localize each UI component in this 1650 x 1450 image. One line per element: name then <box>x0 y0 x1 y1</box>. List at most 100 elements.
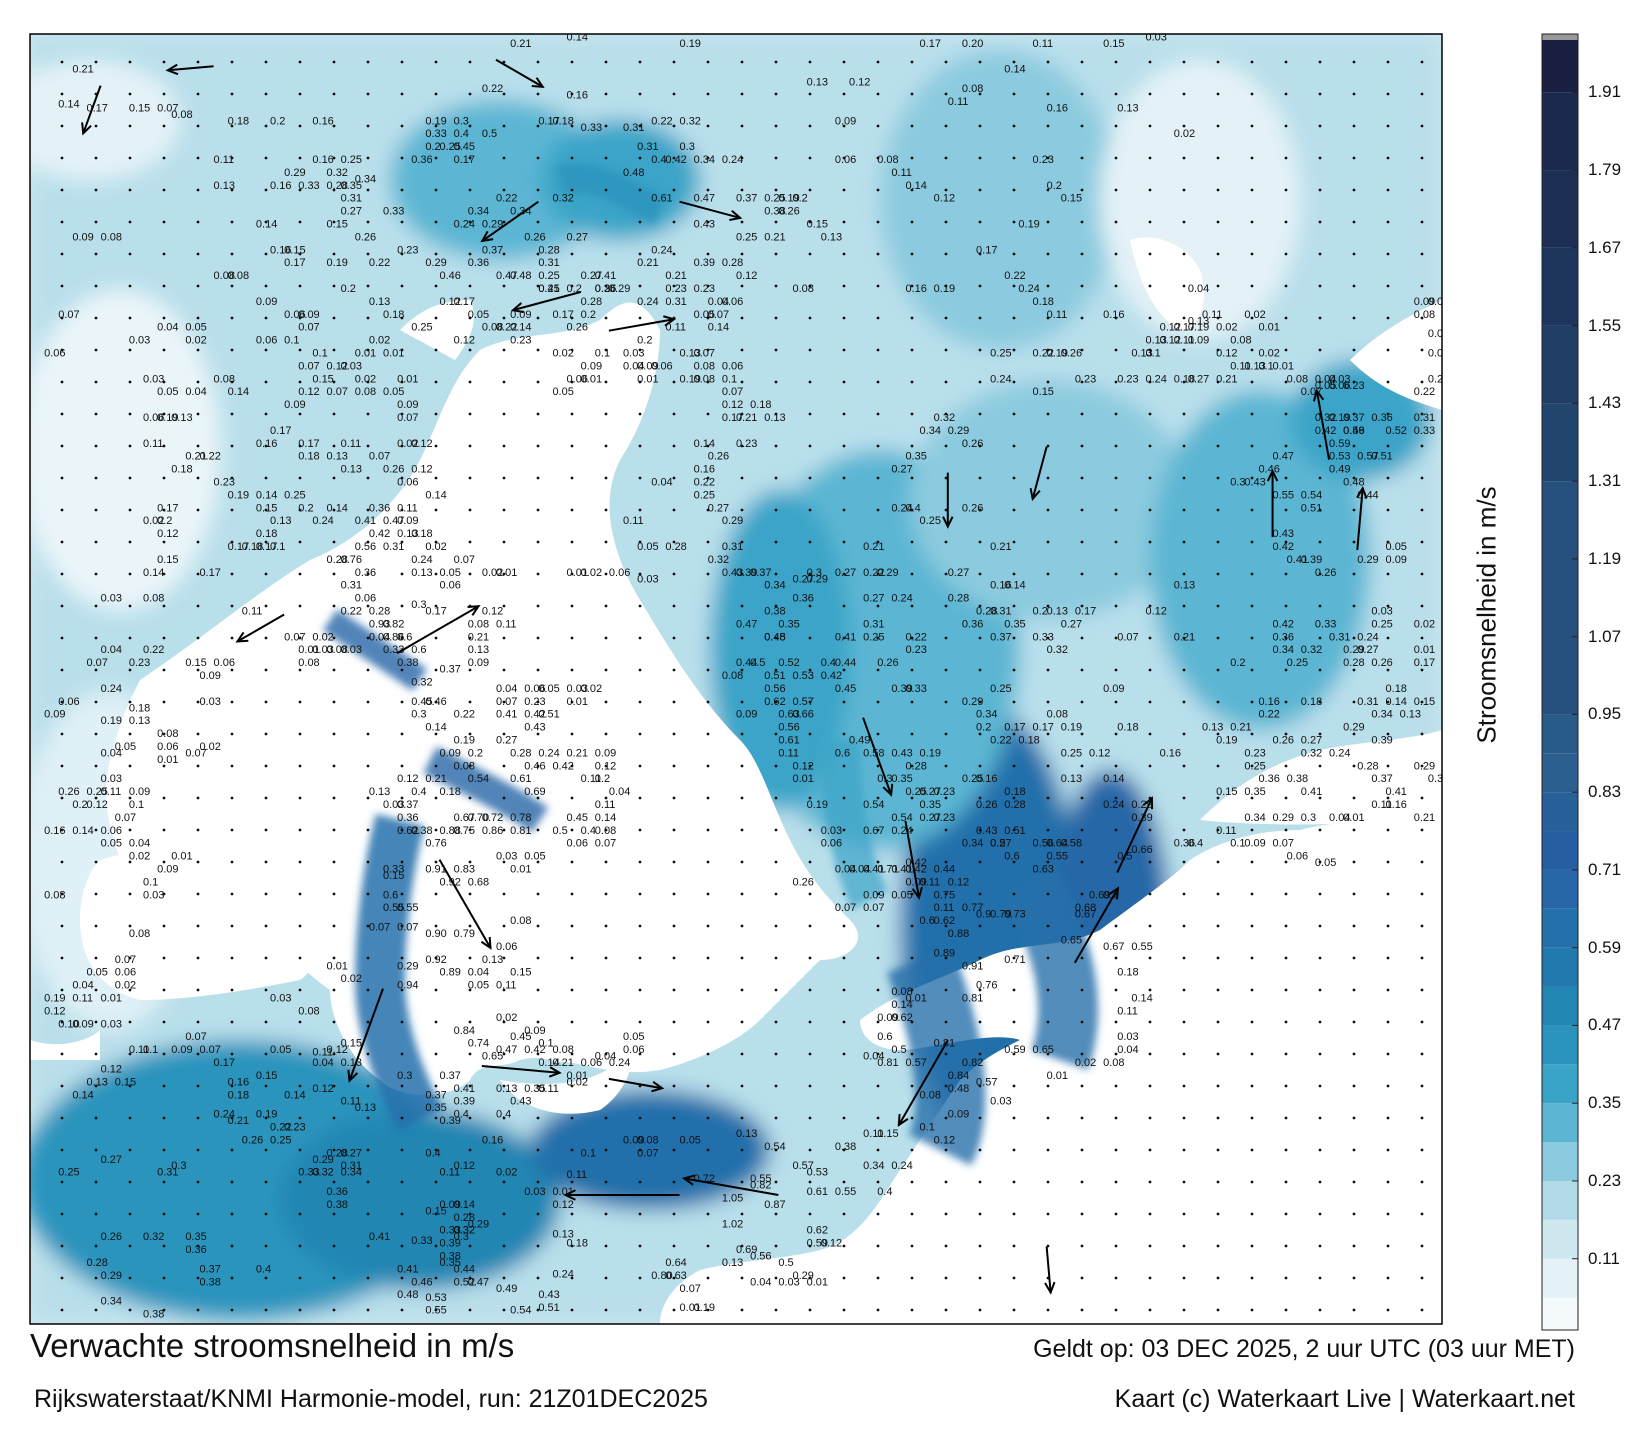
grid-dot <box>1352 540 1356 544</box>
speed-label: 0.48 <box>1343 477 1364 489</box>
grid-dot <box>1182 1148 1186 1152</box>
speed-label: 0.14 <box>256 489 277 501</box>
grid-dot <box>230 508 234 512</box>
speed-label: 0.55 <box>383 902 404 914</box>
grid-dot <box>230 956 234 960</box>
grid-dot <box>128 252 132 256</box>
grid-dot <box>162 284 166 288</box>
speed-label: 0.1 <box>920 1122 935 1134</box>
grid-dot <box>1114 1212 1118 1216</box>
grid-dot <box>400 796 404 800</box>
speed-label: 0.31 <box>637 141 658 153</box>
grid-dot <box>1420 892 1424 896</box>
grid-dot <box>876 380 880 384</box>
speed-label: 0.06 <box>524 683 545 695</box>
speed-label: 0.07 <box>496 696 517 708</box>
grid-dot <box>1216 476 1220 480</box>
grid-dot <box>1080 668 1084 672</box>
speed-label: 0.57 <box>990 838 1011 850</box>
speed-label: 0.12 <box>101 1063 122 1075</box>
speed-label: 0.05 <box>524 851 545 863</box>
grid-dot <box>1352 892 1356 896</box>
speed-label: 0.18 <box>1301 696 1322 708</box>
speed-label: 0.01 <box>383 348 404 360</box>
grid-dot <box>1114 1020 1118 1024</box>
grid-dot <box>910 188 914 192</box>
grid-dot <box>910 348 914 352</box>
grid-dot <box>808 284 812 288</box>
grid-dot <box>774 1084 778 1088</box>
grid-dot <box>94 988 98 992</box>
grid-dot <box>332 540 336 544</box>
grid-dot <box>1284 1052 1288 1056</box>
current-arrow <box>1029 446 1048 502</box>
speed-label: 0.31 <box>990 606 1011 618</box>
grid-dot <box>1318 1276 1322 1280</box>
grid-dot <box>672 284 676 288</box>
grid-dot <box>332 156 336 160</box>
grid-dot <box>332 476 336 480</box>
grid-dot <box>128 764 132 768</box>
grid-dot <box>264 956 268 960</box>
speed-label: 0.05 <box>623 1031 644 1043</box>
speed-label: 0.41 <box>1287 554 1308 566</box>
grid-dot <box>944 924 948 928</box>
grid-dot <box>536 828 540 832</box>
grid-dot <box>60 380 64 384</box>
colorbar-band <box>1542 1297 1578 1330</box>
speed-label: 0.37 <box>439 1070 460 1082</box>
speed-label: 0.28 <box>86 1257 107 1269</box>
grid-dot <box>944 252 948 256</box>
grid-dot <box>468 1116 472 1120</box>
grid-dot <box>570 444 574 448</box>
grid-dot <box>60 1020 64 1024</box>
grid-dot <box>1080 924 1084 928</box>
speed-label: 0.86 <box>383 631 404 643</box>
grid-dot <box>298 604 302 608</box>
land-east-island <box>1350 300 1442 410</box>
speed-label: 0.12 <box>439 296 460 308</box>
grid-dot <box>502 860 506 864</box>
speed-label: 0.15 <box>1061 193 1082 205</box>
grid-dot <box>1012 540 1016 544</box>
grid-dot <box>1216 380 1220 384</box>
grid-dot <box>1080 1180 1084 1184</box>
grid-dot <box>1386 1116 1390 1120</box>
speed-label: 0.22 <box>1258 709 1279 721</box>
speed-label: 0.26 <box>101 1231 122 1243</box>
grid-dot <box>774 284 778 288</box>
speed-label: 0.19 <box>228 489 249 501</box>
grid-dot <box>196 1020 200 1024</box>
grid-dot <box>1012 444 1016 448</box>
speed-label: 0.47 <box>496 1044 517 1056</box>
speed-label: 0.04 <box>468 967 489 979</box>
grid-dot <box>706 60 710 64</box>
grid-dot <box>1284 636 1288 640</box>
grid-dot <box>1216 316 1220 320</box>
grid-dot <box>808 828 812 832</box>
grid-dot <box>808 60 812 64</box>
grid-dot <box>570 220 574 224</box>
grid-dot <box>400 572 404 576</box>
grid-dot <box>298 1148 302 1152</box>
colorbar-band <box>1542 92 1578 171</box>
grid-dot <box>162 924 166 928</box>
speed-label: 0.19 <box>327 257 348 269</box>
grid-dot <box>672 380 676 384</box>
grid-dot <box>638 924 642 928</box>
grid-dot <box>1012 604 1016 608</box>
speed-label: 0.4 <box>651 154 666 166</box>
grid-dot <box>570 156 574 160</box>
speed-label: 0.3 <box>1428 773 1443 785</box>
colorbar-band <box>1542 1025 1578 1065</box>
grid-dot <box>876 1052 880 1056</box>
grid-dot <box>1386 444 1390 448</box>
speed-label: 0.09 <box>877 1012 898 1024</box>
grid-dot <box>60 668 64 672</box>
speed-label: 0.26 <box>976 799 997 811</box>
speed-label: 0.23 <box>1075 373 1096 385</box>
grid-dot <box>876 156 880 160</box>
speed-label: 0.34 <box>764 580 785 592</box>
speed-label: 0.33 <box>298 1167 319 1179</box>
grid-dot <box>638 828 642 832</box>
